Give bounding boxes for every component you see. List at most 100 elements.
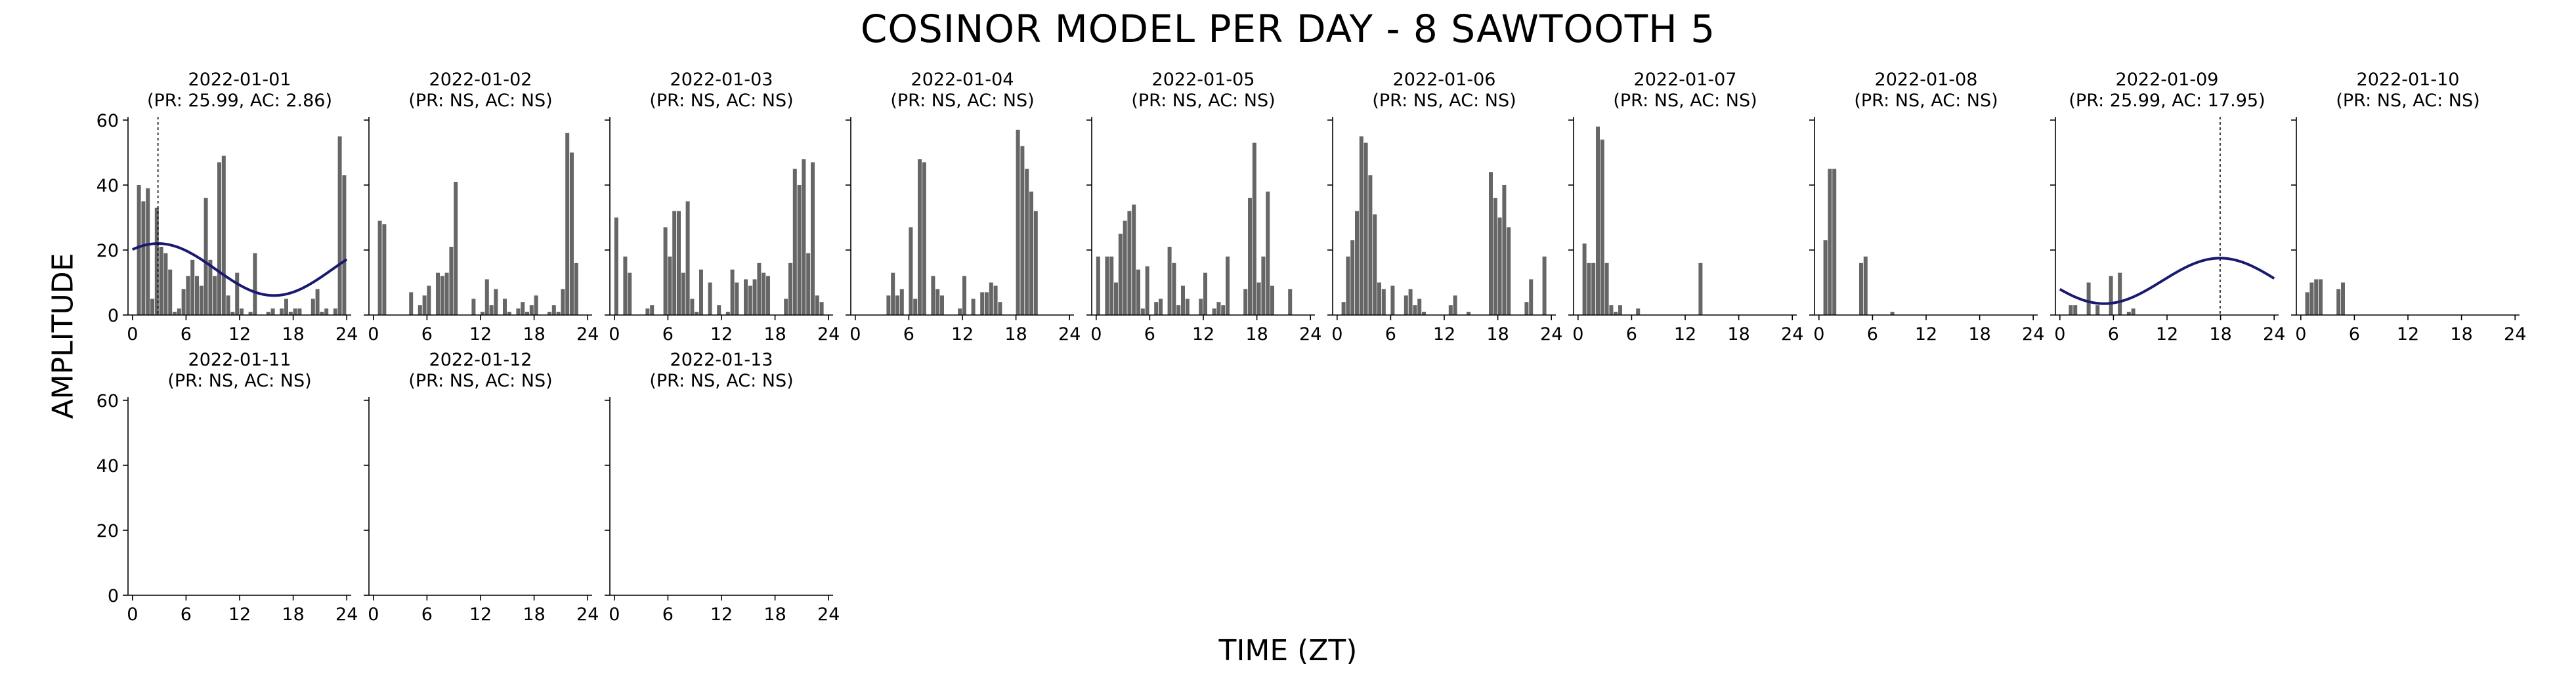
panel-subtitle: (PR: 25.99, AC: 17.95) (2069, 91, 2265, 111)
bar (1859, 263, 1863, 315)
bar (1453, 295, 1457, 315)
panel-2022-01-03: 2022-01-03(PR: NS, AC: NS) 0 6 12 18 24 (605, 70, 840, 345)
bar (913, 299, 918, 315)
bar (614, 217, 618, 315)
bar (1604, 263, 1609, 315)
bar (1373, 214, 1377, 315)
panel-2022-01-08: 2022-01-08(PR: NS, AC: NS) 0 6 12 18 24 (1809, 70, 2044, 345)
bar (1029, 191, 1033, 315)
bar (1618, 305, 1622, 315)
bar (681, 272, 685, 315)
bar (1524, 302, 1529, 315)
bar (1176, 305, 1181, 315)
x-tick-label: 12 (2397, 324, 2419, 345)
bar (521, 302, 525, 315)
x-tick-label: 12 (469, 604, 492, 625)
x-tick-label: 12 (1915, 324, 1937, 345)
panel-2022-01-06: 2022-01-06(PR: NS, AC: NS) 0 6 12 18 24 (1327, 70, 1562, 345)
bar (909, 227, 913, 315)
panel-title: 2022-01-02 (429, 70, 532, 90)
bar (253, 253, 257, 315)
bar (382, 224, 387, 315)
x-tick-label: 6 (903, 324, 914, 345)
x-tick-label: 6 (1626, 324, 1637, 345)
x-tick-label: 0 (849, 324, 861, 345)
bar (226, 295, 230, 315)
bar (529, 305, 534, 315)
bar (766, 276, 770, 315)
bar (1422, 312, 1426, 315)
bar (489, 305, 494, 315)
cosinor-curve (131, 242, 348, 297)
x-tick-label: 6 (2108, 324, 2119, 345)
bar (1096, 256, 1100, 315)
bar (1172, 263, 1176, 315)
bar (1448, 305, 1453, 315)
bar (757, 263, 762, 315)
x-tick-label: 0 (127, 324, 138, 345)
bar (377, 221, 382, 315)
bar (440, 276, 444, 315)
bar (886, 295, 891, 315)
bar (1417, 299, 1422, 315)
bar (993, 285, 998, 315)
x-tick-label: 6 (1144, 324, 1155, 345)
bar (895, 295, 899, 315)
bar (217, 162, 221, 315)
bar (1408, 289, 1413, 315)
bar (454, 182, 458, 315)
bar (792, 169, 797, 315)
bar (1185, 299, 1190, 315)
bar (1020, 146, 1025, 315)
bar (752, 279, 757, 315)
bar (685, 201, 690, 315)
bar (315, 289, 320, 315)
bar (802, 159, 806, 315)
x-tick-label: 24 (2263, 324, 2285, 345)
bar (1467, 312, 1470, 315)
bar (2073, 305, 2078, 315)
bar (1381, 289, 1386, 315)
x-tick-label: 12 (228, 604, 251, 625)
panel-title: 2022-01-04 (911, 70, 1014, 90)
bar (2309, 282, 2314, 315)
x-tick-label: 0 (2295, 324, 2306, 345)
bar (1413, 305, 1417, 315)
x-tick-label: 12 (469, 324, 492, 345)
bar (266, 312, 270, 315)
bar (320, 312, 324, 315)
bar (797, 184, 802, 315)
bar (2069, 305, 2073, 315)
bar (628, 272, 632, 315)
bar (1587, 263, 1591, 315)
bar (221, 156, 226, 315)
bar (181, 289, 186, 315)
y-tick-label: 60 (97, 391, 119, 411)
y-tick-label: 0 (108, 586, 119, 606)
x-tick-label: 0 (609, 604, 620, 625)
bar (195, 276, 199, 315)
x-tick-label: 6 (421, 604, 433, 625)
bar (551, 305, 556, 315)
bar (1025, 169, 1029, 315)
panel-title: 2022-01-11 (188, 350, 291, 370)
bar (971, 299, 976, 315)
x-tick-label: 0 (368, 324, 379, 345)
panel-title: 2022-01-06 (1393, 70, 1496, 90)
x-tick-label: 18 (2209, 324, 2231, 345)
x-tick-label: 18 (523, 324, 545, 345)
bar (213, 276, 217, 315)
bar (1033, 211, 1038, 315)
x-tick-label: 0 (1813, 324, 1824, 345)
bar (516, 308, 521, 315)
bar (1221, 305, 1226, 315)
bar (1114, 282, 1118, 315)
bar (677, 211, 681, 315)
bar (436, 272, 440, 315)
bar (1159, 299, 1163, 315)
bar (1350, 240, 1355, 315)
bar (2336, 289, 2341, 315)
x-tick-label: 18 (1727, 324, 1750, 345)
panel-2022-01-13: 2022-01-13(PR: NS, AC: NS) 0 6 12 18 24 (605, 350, 840, 625)
bar (708, 282, 712, 315)
